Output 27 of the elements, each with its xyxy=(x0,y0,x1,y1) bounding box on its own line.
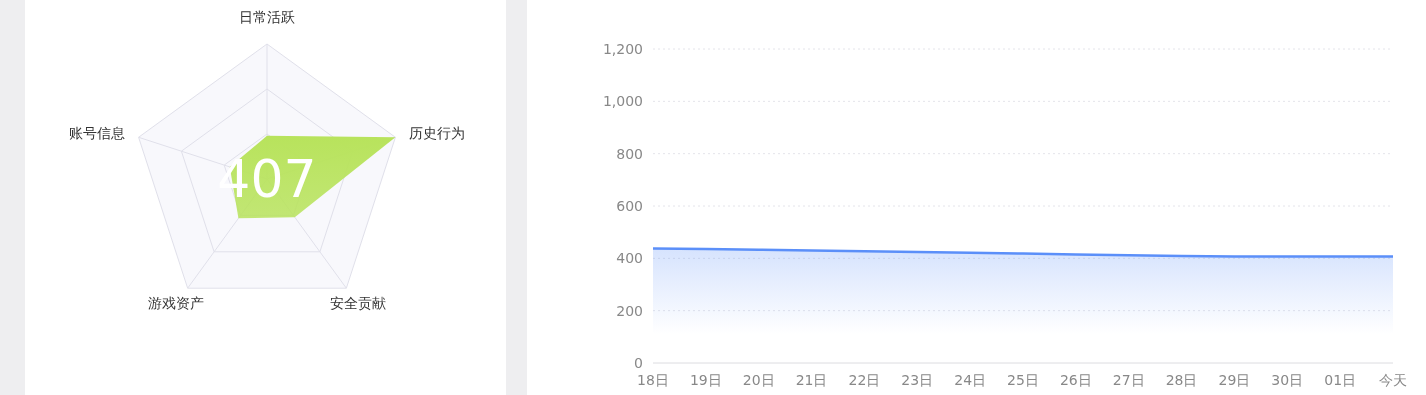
y-tick-label: 1,000 xyxy=(602,93,643,110)
x-tick-label: 22日 xyxy=(848,372,881,388)
x-tick-label: 21日 xyxy=(795,372,828,388)
x-tick-label: 27日 xyxy=(1112,372,1145,388)
spoke-label: 历史行为 xyxy=(408,124,465,141)
y-tick-label: 200 xyxy=(616,302,643,319)
spoke-label: 游戏资产 xyxy=(147,295,204,312)
x-tick-label: 18日 xyxy=(637,372,669,388)
x-tick-label: 26日 xyxy=(1059,372,1092,388)
x-tick-label: 23日 xyxy=(901,372,934,388)
x-tick-label: 30日 xyxy=(1271,372,1304,388)
y-tick-label: 600 xyxy=(616,198,643,214)
x-tick-label: 25日 xyxy=(1007,372,1039,388)
spoke-label: 日常活跃 xyxy=(239,9,295,25)
y-tick-label: 1,200 xyxy=(602,41,643,57)
spoke-label: 安全贡献 xyxy=(330,295,387,312)
y-tick-label: 400 xyxy=(616,250,643,267)
y-tick-label: 800 xyxy=(616,145,643,162)
x-tick-label: 28日 xyxy=(1165,372,1198,388)
spoke-label: 账号信息 xyxy=(69,124,126,141)
x-tick-label: 20日 xyxy=(742,372,775,388)
x-tick-label: 01日 xyxy=(1324,372,1357,388)
x-tick-label: 29日 xyxy=(1218,372,1251,388)
x-tick-label: 24日 xyxy=(954,372,987,388)
x-tick-label: 今天 xyxy=(1379,372,1407,388)
x-tick-label: 19日 xyxy=(689,372,722,388)
y-tick-label: 0 xyxy=(634,355,643,371)
